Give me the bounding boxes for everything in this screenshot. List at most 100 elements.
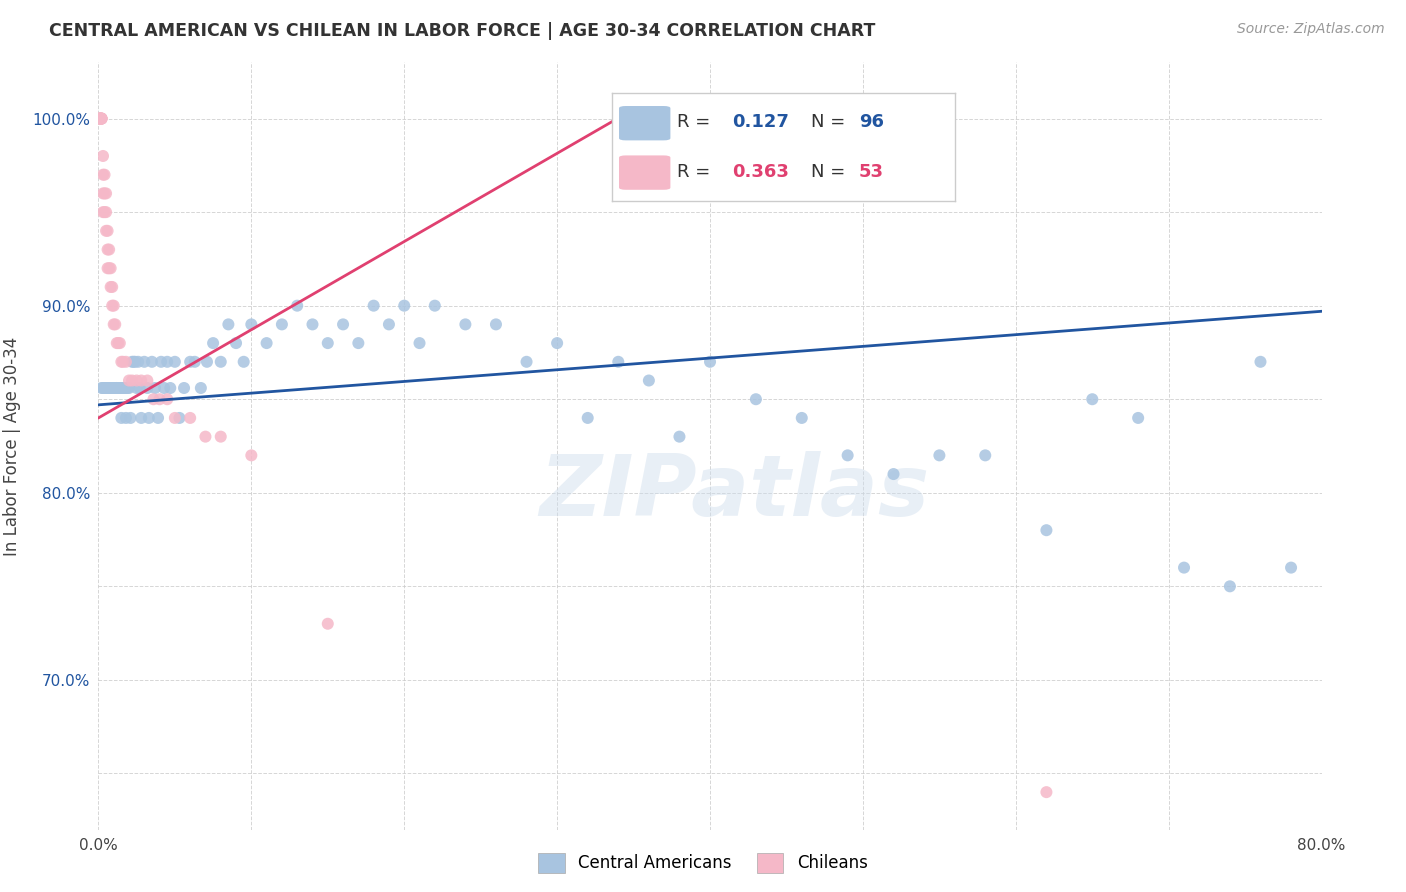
Point <box>97 224 120 238</box>
Point <box>240 318 263 332</box>
Point <box>392 299 416 313</box>
Point <box>90 112 112 126</box>
Y-axis label: In Labor Force | Age 30-34: In Labor Force | Age 30-34 <box>3 336 21 556</box>
Point <box>179 411 201 425</box>
Point <box>1219 579 1241 593</box>
Point <box>225 336 247 351</box>
Point <box>111 355 134 369</box>
Point <box>97 381 120 395</box>
Point <box>837 448 859 462</box>
Point <box>90 112 112 126</box>
Point <box>141 355 163 369</box>
Point <box>94 381 117 395</box>
Point <box>105 336 128 351</box>
Point <box>190 381 212 395</box>
Point <box>127 355 149 369</box>
Point <box>485 318 508 332</box>
Point <box>209 430 232 444</box>
Point <box>103 381 125 395</box>
Point <box>194 430 217 444</box>
Point <box>93 381 115 395</box>
Point <box>91 186 114 201</box>
Point <box>101 381 124 395</box>
Point <box>93 186 115 201</box>
Point <box>163 355 186 369</box>
Point <box>107 381 129 395</box>
Point <box>105 381 128 395</box>
Point <box>125 381 148 395</box>
Point <box>668 430 690 444</box>
Point <box>104 381 127 395</box>
Point <box>423 299 446 313</box>
Point <box>195 355 218 369</box>
Text: ZIPatlas: ZIPatlas <box>540 450 929 533</box>
Point <box>159 381 181 395</box>
Point <box>101 381 124 395</box>
Point <box>1279 560 1302 574</box>
Legend: Central Americans, Chileans: Central Americans, Chileans <box>531 847 875 880</box>
Point <box>217 318 239 332</box>
Point <box>637 374 661 388</box>
Point <box>98 243 121 257</box>
Point <box>143 381 166 395</box>
Point <box>285 299 308 313</box>
Point <box>138 411 160 425</box>
Point <box>121 355 143 369</box>
Point <box>89 112 111 126</box>
Point <box>378 318 401 332</box>
Point <box>100 280 122 294</box>
Point <box>90 112 112 126</box>
Point <box>112 381 135 395</box>
Point <box>115 381 138 395</box>
Point <box>98 261 121 276</box>
Point <box>91 381 114 395</box>
Point <box>1249 355 1271 369</box>
Point <box>240 448 263 462</box>
Point <box>97 261 120 276</box>
Point <box>270 318 292 332</box>
Point <box>101 299 124 313</box>
Point <box>94 224 117 238</box>
Point <box>790 411 813 425</box>
Point <box>202 336 225 351</box>
Point <box>94 381 117 395</box>
Point <box>89 112 111 126</box>
Point <box>142 392 165 407</box>
Point <box>100 381 122 395</box>
Point <box>111 381 134 395</box>
Point <box>1081 392 1104 407</box>
Point <box>363 299 385 313</box>
Point <box>97 243 120 257</box>
Point <box>1173 560 1195 574</box>
Point <box>169 411 191 425</box>
Point <box>89 112 111 126</box>
Point <box>516 355 538 369</box>
Point <box>104 318 127 332</box>
Point <box>454 318 477 332</box>
Point <box>576 411 599 425</box>
Point <box>129 411 152 425</box>
Point <box>974 448 997 462</box>
Point <box>332 318 354 332</box>
Point <box>546 336 568 351</box>
Point <box>121 374 143 388</box>
Point <box>150 355 173 369</box>
Point <box>163 411 186 425</box>
Point <box>173 381 195 395</box>
Point <box>105 381 128 395</box>
Point <box>883 467 905 481</box>
Point <box>110 411 132 425</box>
Point <box>153 381 176 395</box>
Point <box>90 381 112 395</box>
Point <box>128 381 150 395</box>
Point <box>101 280 124 294</box>
Point <box>122 355 145 369</box>
Point <box>91 205 114 219</box>
Point <box>90 112 112 126</box>
Point <box>209 355 232 369</box>
Point <box>117 381 139 395</box>
Point <box>120 411 142 425</box>
Point <box>301 318 323 332</box>
Point <box>115 411 138 425</box>
Point <box>108 336 131 351</box>
